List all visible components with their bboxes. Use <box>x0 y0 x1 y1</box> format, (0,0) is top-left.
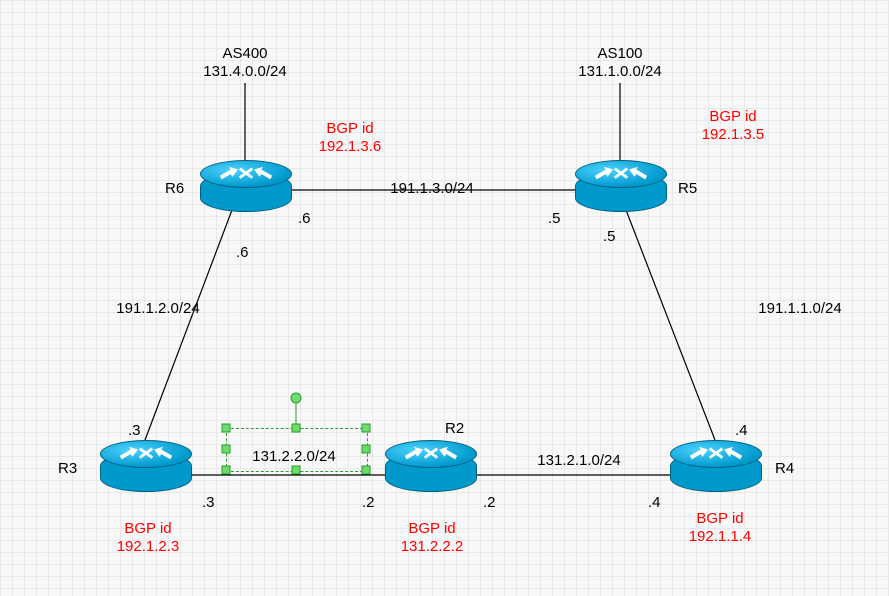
selection-handle[interactable] <box>292 424 301 433</box>
link-end-r6-r5-1: .5 <box>548 210 561 227</box>
r5-bgp-title: BGP id <box>709 108 756 125</box>
link-end-r2-r4-0: .2 <box>483 494 496 511</box>
link-end-r6-r3-1: .3 <box>128 422 141 439</box>
link-end-r5-r4-0: .5 <box>603 228 616 245</box>
link-end-r6-r3-0: .6 <box>236 244 249 261</box>
r6-bgp-title: BGP id <box>326 120 373 137</box>
r5-bgp-id: 192.1.3.5 <box>702 126 765 143</box>
r4-bgp-title: BGP id <box>696 510 743 527</box>
router-top <box>200 160 292 188</box>
link-net-r6-r3[interactable]: 191.1.2.0/24 <box>116 300 199 317</box>
link-end-r3-r2-0: .3 <box>202 494 215 511</box>
selection-handle[interactable] <box>362 424 371 433</box>
router-r2-label: R2 <box>445 420 464 437</box>
router-top <box>575 160 667 188</box>
router-r2[interactable] <box>385 440 475 500</box>
link-net-r2-r4[interactable]: 131.2.1.0/24 <box>537 452 620 469</box>
router-top <box>670 440 762 468</box>
router-top <box>100 440 192 468</box>
router-r3[interactable] <box>100 440 190 500</box>
link-r5-r4[interactable] <box>626 210 715 440</box>
r2-bgp-title: BGP id <box>408 520 455 537</box>
router-r4-label: R4 <box>775 460 794 477</box>
r3-bgp-id: 192.1.2.3 <box>117 538 180 555</box>
router-arrows-icon <box>115 445 177 463</box>
router-arrows-icon <box>215 165 277 183</box>
router-r5-label: R5 <box>678 180 697 197</box>
router-arrows-icon <box>685 445 747 463</box>
router-arrows-icon <box>400 445 462 463</box>
selection-handle[interactable] <box>362 445 371 454</box>
router-r4[interactable] <box>670 440 760 500</box>
link-end-r3-r2-1: .2 <box>362 494 375 511</box>
router-top <box>385 440 477 468</box>
r2-bgp-id: 131.2.2.2 <box>401 538 464 555</box>
router-r5[interactable] <box>575 160 665 220</box>
r6-as-label: AS400 <box>222 45 267 62</box>
link-net-r3-r2[interactable]: 131.2.2.0/24 <box>252 448 335 465</box>
r4-bgp-id: 192.1.1.4 <box>689 528 752 545</box>
link-end-r2-r4-1: .4 <box>648 494 661 511</box>
link-net-r6-r5[interactable]: 191.1.3.0/24 <box>390 180 473 197</box>
selection-handle[interactable] <box>362 466 371 475</box>
router-arrows-icon <box>590 165 652 183</box>
selection-handle[interactable] <box>222 445 231 454</box>
link-net-r5-r4[interactable]: 191.1.1.0/24 <box>758 300 841 317</box>
r6-as-net: 131.4.0.0/24 <box>203 63 286 80</box>
selection-handle[interactable] <box>222 466 231 475</box>
link-end-r6-r5-0: .6 <box>298 210 311 227</box>
r5-as-label: AS100 <box>597 45 642 62</box>
diagram-canvas: R6 AS400 131.4.0.0/24 BGP id 192.1.3.6 R… <box>0 0 889 596</box>
link-r6-r3[interactable] <box>145 210 232 440</box>
selection-handle[interactable] <box>292 466 301 475</box>
r5-as-net: 131.1.0.0/24 <box>578 63 661 80</box>
router-r6[interactable] <box>200 160 290 220</box>
r3-bgp-title: BGP id <box>124 520 171 537</box>
selection-handle[interactable] <box>222 424 231 433</box>
router-r6-label: R6 <box>165 180 184 197</box>
r6-bgp-id: 192.1.3.6 <box>319 138 382 155</box>
router-r3-label: R3 <box>58 460 77 477</box>
link-layer <box>0 0 889 596</box>
selection-rotate-handle[interactable] <box>291 393 302 404</box>
link-end-r5-r4-1: .4 <box>735 422 748 439</box>
